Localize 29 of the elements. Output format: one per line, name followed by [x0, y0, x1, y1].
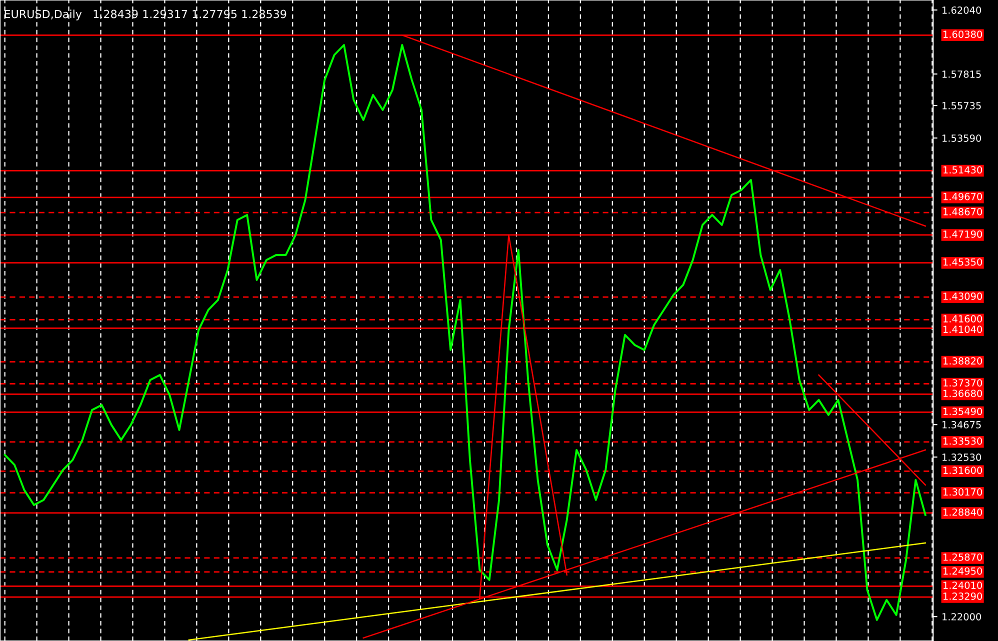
ref-line-label: 1.24010: [944, 582, 982, 589]
y-tick-label: 1.62040: [942, 6, 982, 14]
chart-title: EURUSD,Daily 1.28439 1.29317 1.27795 1.28539: [4, 10, 286, 20]
ref-line-label: 1.51430: [944, 166, 982, 174]
ref-line-label: 1.47190: [944, 230, 982, 238]
ref-line-label: 1.31600: [944, 466, 982, 474]
y-tick-label: 1.53590: [942, 134, 982, 142]
ref-line-label: 1.24950: [944, 567, 982, 575]
ref-line-label: 1.30170: [944, 488, 982, 496]
ref-line-label: 1.37370: [944, 379, 982, 387]
ref-line-label: 1.41040: [944, 326, 982, 333]
ref-line-label: 1.38820: [944, 357, 982, 365]
y-tick-label: 1.22000: [942, 613, 982, 620]
ref-line-label: 1.23290: [944, 592, 982, 600]
ref-line-label: 1.48670: [944, 208, 982, 216]
ref-line-label: 1.45350: [944, 258, 982, 266]
ref-line-label: 1.49670: [944, 192, 982, 200]
y-tick-label: 1.34675: [942, 421, 981, 428]
y-tick-label: 1.32530: [942, 454, 982, 461]
ref-line-label: 1.36680: [944, 390, 982, 398]
ref-line-label: 1.35490: [944, 408, 982, 416]
ref-line-label: 1.25870: [944, 553, 982, 561]
ref-line-label: 1.28840: [944, 508, 982, 516]
ref-line-label: 1.43090: [944, 292, 982, 300]
ref-line-label: 1.60380: [944, 30, 982, 38]
y-tick-label: 1.57815: [942, 70, 981, 78]
ref-line-label: 1.41600: [944, 315, 982, 322]
ref-line-label: 1.33530: [944, 437, 982, 445]
y-tick-label: 1.55735: [942, 102, 981, 110]
